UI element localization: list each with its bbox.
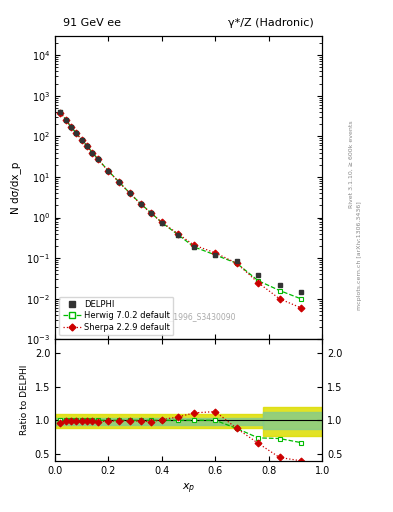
Bar	[263, 412, 322, 429]
Y-axis label: Ratio to DELPHI: Ratio to DELPHI	[20, 365, 29, 435]
Bar	[55, 418, 263, 425]
Text: 91 GeV ee: 91 GeV ee	[63, 18, 121, 28]
Bar	[55, 414, 263, 429]
Bar	[263, 407, 322, 436]
Text: DELPHI_1996_S3430090: DELPHI_1996_S3430090	[142, 312, 235, 321]
Y-axis label: N dσ/dx_p: N dσ/dx_p	[10, 161, 20, 214]
Text: mcplots.cern.ch [arXiv:1306.3436]: mcplots.cern.ch [arXiv:1306.3436]	[357, 202, 362, 310]
Legend: DELPHI, Herwig 7.0.2 default, Sherpa 2.2.9 default: DELPHI, Herwig 7.0.2 default, Sherpa 2.2…	[59, 296, 173, 335]
Text: Rivet 3.1.10, ≥ 600k events: Rivet 3.1.10, ≥ 600k events	[349, 120, 354, 208]
Text: γ*/Z (Hadronic): γ*/Z (Hadronic)	[228, 18, 314, 28]
X-axis label: $x_p$: $x_p$	[182, 481, 195, 496]
